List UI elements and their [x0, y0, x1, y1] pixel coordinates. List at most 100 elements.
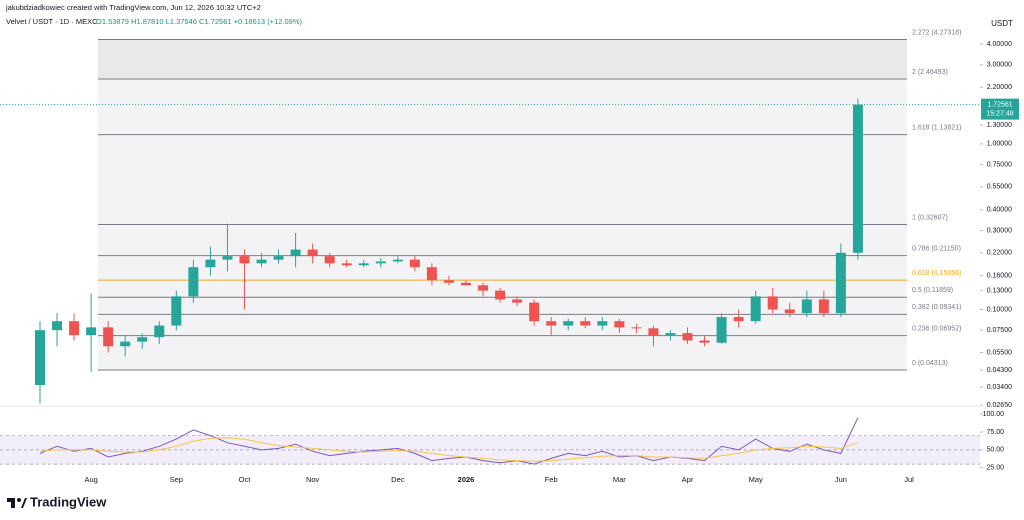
candle-body	[495, 290, 506, 300]
candle-body	[546, 321, 557, 326]
candle-body	[852, 104, 863, 253]
candle-body	[341, 263, 352, 266]
candle-body	[324, 256, 335, 264]
y-tick-label: 0.02650	[987, 402, 1012, 409]
candle-body	[358, 263, 369, 266]
candle-body	[767, 296, 778, 310]
candle-body	[188, 267, 199, 297]
candle-body	[103, 327, 114, 347]
countdown: 15:27:48	[986, 111, 1013, 118]
candle-body	[409, 259, 420, 268]
y-tick-label: 4.00000	[987, 41, 1012, 48]
x-tick-label: Mar	[613, 475, 626, 484]
candle-body	[256, 259, 267, 264]
y-tick-label: 0.16000	[987, 273, 1012, 280]
fib-label: 0.5 (0.11859)	[912, 287, 953, 294]
logo	[7, 498, 27, 508]
fib-label: 0 (0.04313)	[912, 360, 948, 367]
candle-body	[835, 252, 846, 314]
candle-body	[631, 327, 642, 329]
candle-body	[222, 256, 233, 260]
y-tick-label: 0.07500	[987, 327, 1012, 334]
candle-body	[375, 261, 386, 264]
rsi-line	[39, 417, 859, 465]
candle-body	[239, 256, 250, 264]
author-line: jakubdziadkowiec created with TradingVie…	[5, 3, 261, 12]
y-tick-label: 1.00000	[987, 141, 1012, 148]
last-price-label: 1.72561	[987, 102, 1012, 109]
candle-body	[597, 321, 608, 326]
last-price-box	[981, 98, 1019, 120]
ohlc: O1.53879 H1.87810 L1.37546 C1.72561 +0.1…	[96, 17, 303, 26]
candle-body	[563, 321, 574, 326]
candle-body	[648, 328, 659, 336]
candle-body	[171, 296, 182, 326]
x-tick-label: Oct	[239, 475, 252, 484]
x-tick-label: 2026	[458, 475, 475, 484]
y-tick-label: 0.75000	[987, 161, 1012, 168]
y-tick-label: 0.10000	[987, 306, 1012, 313]
x-tick-label: Apr	[682, 475, 694, 484]
candle-body	[818, 299, 829, 314]
x-tick-label: Dec	[391, 475, 405, 484]
candle-body	[733, 317, 744, 322]
x-tick-label: May	[749, 475, 763, 484]
y-tick-label: 0.22000	[987, 250, 1012, 257]
candle-body	[682, 333, 693, 341]
fib-label: 0.618 (0.15056)	[912, 270, 961, 277]
y-tick-label: 0.55000	[987, 184, 1012, 191]
symbol: Velvet / USDT · 1D · MEXC	[6, 17, 98, 26]
fib-label: 2.272 (4.27318)	[912, 29, 961, 36]
fib-zone-top	[98, 39, 907, 80]
candle-body	[426, 267, 437, 281]
candle-body	[205, 259, 216, 268]
y-tick-label: 0.03400	[987, 384, 1012, 391]
y-tick-label: 0.04300	[987, 367, 1012, 374]
fib-label: 0.786 (0.21150)	[912, 245, 961, 252]
candle-body	[750, 296, 761, 322]
candle-body	[35, 330, 45, 385]
candle-body	[290, 249, 301, 257]
y-tick-label: 0.05500	[987, 349, 1012, 356]
candle-body	[52, 321, 63, 331]
y-tick-label: 0.13000	[987, 287, 1012, 294]
y-tick-label: 75.00	[986, 429, 1004, 436]
candle-body	[120, 341, 131, 347]
y-tick-label: 0.40000	[987, 207, 1012, 214]
y-tick-label: 100.00	[983, 411, 1005, 418]
x-tick-label: Jul	[904, 475, 914, 484]
candle-body	[273, 256, 284, 260]
candle-body	[69, 321, 80, 336]
brand: TradingView	[30, 494, 107, 509]
y-axis-label: USDT	[991, 19, 1013, 28]
x-tick-label: Jun	[835, 475, 847, 484]
candle-body	[443, 280, 454, 283]
candle-body	[86, 327, 97, 336]
x-tick-label: Aug	[84, 475, 97, 484]
candle-body	[699, 340, 710, 343]
candle-body	[716, 317, 727, 343]
fib-label: 1.618 (1.13821)	[912, 124, 961, 131]
fib-zone	[98, 39, 907, 370]
candle-body	[784, 309, 795, 314]
candle-body	[392, 259, 403, 262]
y-tick-label: 1.30000	[987, 122, 1012, 129]
y-tick-label: 3.00000	[987, 62, 1012, 69]
candle-body	[529, 302, 540, 322]
candle-body	[580, 321, 591, 326]
x-tick-label: Feb	[545, 475, 558, 484]
candle-body	[665, 333, 676, 336]
y-tick-label: 25.00	[986, 465, 1004, 472]
candle-body	[512, 299, 523, 303]
candle-body	[307, 249, 318, 257]
fib-label: 2 (2.46493)	[912, 69, 948, 76]
x-tick-label: Nov	[306, 475, 320, 484]
fib-label: 0.382 (0.09341)	[912, 304, 961, 311]
candle-body	[137, 337, 148, 342]
rsi-line	[39, 437, 859, 462]
logo-shape	[17, 498, 21, 502]
logo-shape	[11, 498, 15, 508]
fib-label: 1 (0.32607)	[912, 214, 948, 221]
candles	[35, 98, 863, 404]
